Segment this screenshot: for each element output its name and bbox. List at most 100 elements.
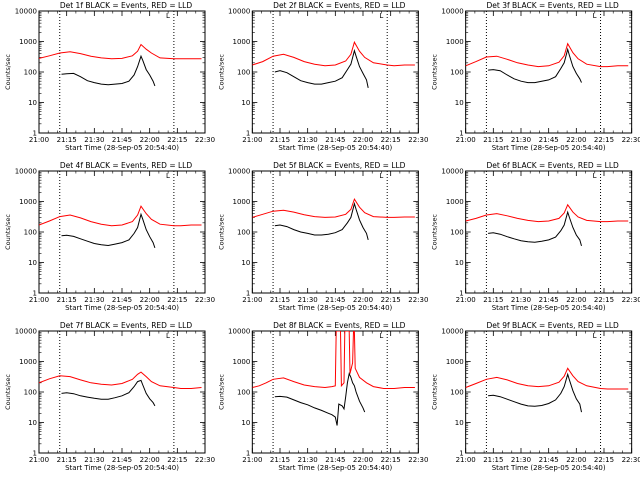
x-tick-label: 22:00 (566, 296, 586, 304)
x-tick-label: 22:30 (622, 456, 640, 464)
y-tick-label: 1000 (19, 358, 37, 366)
x-tick-label: 22:30 (195, 296, 215, 304)
x-tick-label: 22:00 (140, 296, 160, 304)
x-tick-label: 21:30 (84, 136, 104, 144)
x-tick-label: 21:45 (325, 136, 345, 144)
x-axis-label: Start Time (28-Sep-05 20:54:40) (492, 464, 606, 472)
y-tick-label: 100 (24, 389, 37, 397)
x-tick-label: 22:00 (140, 456, 160, 464)
y-tick-label: 100 (450, 69, 463, 77)
y-axis-label: Counts/sec (431, 214, 439, 250)
plot-title: Det 6f BLACK = Events, RED = LLD (487, 161, 620, 170)
y-tick-label: 100 (237, 69, 250, 77)
y-axis-label: Counts/sec (4, 214, 12, 250)
x-tick-label: 21:30 (511, 296, 531, 304)
x-axis-label: Start Time (28-Sep-05 20:54:40) (492, 304, 606, 312)
y-tick-label: 100 (237, 229, 250, 237)
x-tick-label: 21:00 (242, 136, 262, 144)
y-tick-label: 1000 (446, 358, 464, 366)
corner-label: L (593, 172, 597, 180)
x-tick-label: 21:15 (483, 136, 503, 144)
x-tick-label: 21:00 (29, 296, 49, 304)
corner-label: L (166, 172, 170, 180)
x-tick-label: 21:00 (242, 296, 262, 304)
x-tick-label: 22:15 (381, 456, 401, 464)
x-axis-label: Start Time (28-Sep-05 20:54:40) (65, 144, 179, 152)
x-tick-label: 21:00 (456, 296, 476, 304)
plot-frame (465, 330, 633, 454)
plot-title: Det 3f BLACK = Events, RED = LLD (487, 1, 620, 10)
lld-series-line (465, 203, 629, 223)
x-tick-label: 22:30 (622, 296, 640, 304)
x-tick-label: 21:15 (57, 136, 77, 144)
x-tick-label: 21:30 (298, 456, 318, 464)
x-tick-label: 22:15 (167, 456, 187, 464)
y-tick-label: 100 (24, 69, 37, 77)
x-tick-label: 21:00 (456, 136, 476, 144)
lld-series-line (465, 367, 629, 390)
y-tick-label: 10 (28, 419, 37, 427)
x-tick-label: 22:30 (195, 136, 215, 144)
x-tick-label: 22:15 (594, 136, 614, 144)
x-tick-label: 22:30 (408, 296, 428, 304)
corner-label: L (166, 332, 170, 340)
y-tick-label: 10 (455, 99, 464, 107)
x-axis-label: Start Time (28-Sep-05 20:54:40) (65, 464, 179, 472)
x-tick-label: 21:30 (298, 136, 318, 144)
x-tick-label: 22:30 (408, 456, 428, 464)
corner-label: L (379, 332, 383, 340)
x-tick-label: 22:30 (408, 136, 428, 144)
plot-panel-3: Det 3f BLACK = Events, RED = LLD L 1 10 100 1… (431, 1, 640, 152)
y-tick-label: 10 (241, 99, 250, 107)
y-tick-label: 10000 (228, 8, 250, 16)
y-tick-label: 10 (455, 419, 464, 427)
x-tick-label: 22:15 (167, 296, 187, 304)
y-tick-label: 10000 (15, 8, 37, 16)
x-tick-label: 21:30 (84, 296, 104, 304)
y-tick-label: 1 (459, 450, 463, 458)
x-axis-label: Start Time (28-Sep-05 20:54:40) (492, 144, 606, 152)
x-tick-label: 21:00 (29, 136, 49, 144)
y-tick-label: 1 (246, 450, 250, 458)
x-tick-label: 22:15 (167, 136, 187, 144)
plot-frame (251, 10, 419, 134)
plot-title: Det 4f BLACK = Events, RED = LLD (60, 161, 193, 170)
y-tick-label: 100 (237, 389, 250, 397)
x-axis-label: Start Time (28-Sep-05 20:54:40) (278, 304, 392, 312)
y-axis-label: Counts/sec (217, 54, 225, 90)
x-tick-label: 21:45 (325, 296, 345, 304)
y-tick-label: 10 (28, 259, 37, 267)
plot-frame (251, 170, 419, 294)
events-series-line (488, 47, 582, 84)
y-tick-label: 1000 (446, 38, 464, 46)
plot-panel-9: Det 9f BLACK = Events, RED = LLD L 1 10 100 1… (431, 321, 640, 472)
x-axis-label: Start Time (28-Sep-05 20:54:40) (65, 304, 179, 312)
plot-title: Det 8f BLACK = Events, RED = LLD (273, 321, 406, 330)
events-series-line (61, 212, 156, 249)
plot-frame (465, 10, 633, 134)
y-tick-label: 10 (241, 259, 250, 267)
y-tick-label: 1000 (233, 198, 251, 206)
x-tick-label: 21:15 (57, 296, 77, 304)
events-series-line (274, 201, 369, 241)
x-tick-label: 22:00 (353, 136, 373, 144)
lld-series-line (39, 205, 202, 227)
x-tick-label: 21:15 (270, 296, 290, 304)
y-tick-label: 1 (33, 290, 37, 298)
y-axis-label: Counts/sec (4, 374, 12, 410)
y-tick-label: 100 (450, 229, 463, 237)
y-tick-label: 10000 (441, 168, 463, 176)
plot-panel-7: Det 7f BLACK = Events, RED = LLD L 1 10 100 1… (4, 321, 215, 472)
x-tick-label: 22:15 (594, 296, 614, 304)
y-tick-label: 1 (246, 130, 250, 138)
x-axis-label: Start Time (28-Sep-05 20:54:40) (278, 144, 392, 152)
x-tick-label: 21:00 (242, 456, 262, 464)
y-tick-label: 10000 (15, 168, 37, 176)
x-tick-label: 22:00 (566, 136, 586, 144)
plot-title: Det 9f BLACK = Events, RED = LLD (487, 321, 620, 330)
plot-title: Det 1f BLACK = Events, RED = LLD (60, 1, 193, 10)
corner-label: L (593, 12, 597, 20)
y-tick-label: 1 (459, 290, 463, 298)
y-axis-label: Counts/sec (431, 54, 439, 90)
y-tick-label: 1000 (446, 198, 464, 206)
